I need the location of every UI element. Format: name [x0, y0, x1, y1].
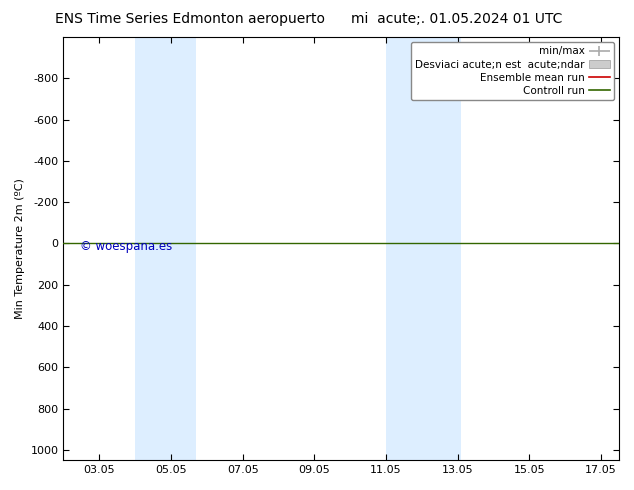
Bar — [135, 37, 196, 460]
Text: © woespana.es: © woespana.es — [80, 240, 172, 253]
Y-axis label: Min Temperature 2m (ºC): Min Temperature 2m (ºC) — [15, 178, 25, 319]
Legend: min/max, Desviaci acute;n est  acute;ndar, Ensemble mean run, Controll run: min/max, Desviaci acute;n est acute;ndar… — [411, 42, 614, 100]
Text: mi  acute;. 01.05.2024 01 UTC: mi acute;. 01.05.2024 01 UTC — [351, 12, 562, 26]
Bar — [386, 37, 462, 460]
Text: ENS Time Series Edmonton aeropuerto: ENS Time Series Edmonton aeropuerto — [55, 12, 325, 26]
